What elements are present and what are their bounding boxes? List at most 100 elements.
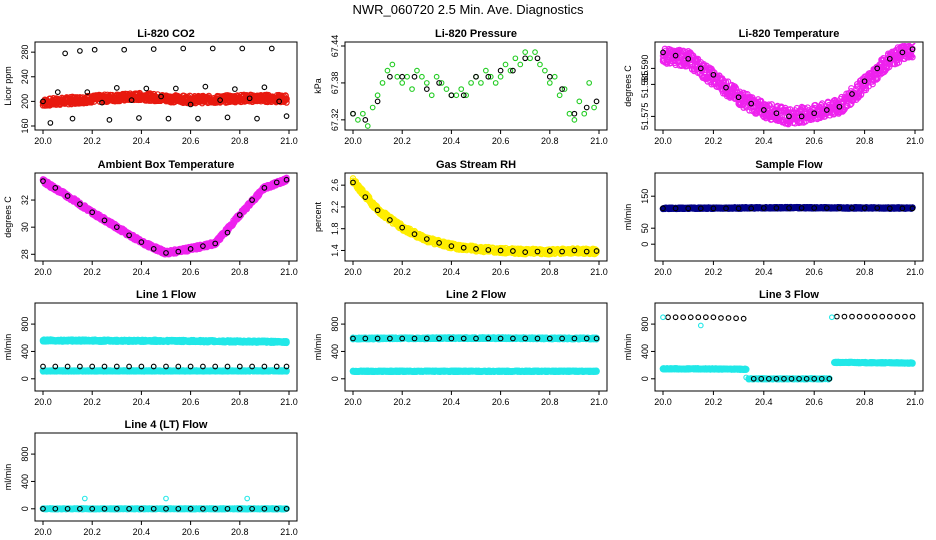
data-point: [172, 85, 179, 92]
data-point: [760, 205, 767, 211]
x-tick-label: 21.0: [590, 136, 608, 146]
data-point: [507, 67, 514, 74]
y-tick-label: 67.38: [330, 72, 340, 95]
data-point: [419, 73, 425, 80]
data-point: [697, 65, 704, 72]
chart-title: Li-820 CO2: [137, 28, 194, 40]
data-point: [283, 99, 290, 106]
data-point: [448, 243, 455, 249]
data-point: [559, 248, 565, 255]
data-point: [283, 176, 290, 183]
data-point: [909, 53, 916, 61]
data-point: [798, 113, 805, 120]
data-point: [187, 246, 194, 252]
data-point: [128, 97, 135, 104]
y-tick-label: 30: [20, 222, 30, 232]
data-point: [411, 231, 418, 237]
x-tick-label: 20.0: [34, 136, 52, 146]
data-point: [556, 92, 563, 99]
y-tick-label: 1.4: [330, 244, 340, 257]
data-point: [724, 78, 732, 85]
data-point: [748, 100, 755, 107]
data-point: [571, 247, 578, 254]
data-point: [399, 80, 406, 86]
data-point: [592, 250, 599, 257]
data-point: [823, 205, 830, 211]
data-point: [106, 116, 113, 123]
data-point: [522, 55, 529, 62]
x-tick-label: 20.4: [443, 136, 461, 146]
data-point: [546, 248, 553, 254]
data-point: [143, 85, 150, 92]
data-point: [583, 104, 590, 111]
y-tick-label: 51.575: [640, 103, 650, 131]
y-tick-label: 51.585: [640, 71, 650, 99]
data-point: [254, 115, 260, 122]
data-point: [546, 73, 553, 80]
x-tick-label: 20.4: [443, 267, 461, 277]
data-point: [697, 205, 704, 212]
data-point: [586, 80, 593, 86]
data-point: [522, 249, 529, 255]
plot-area: [659, 43, 916, 128]
data-point: [423, 80, 430, 86]
plot-area: [350, 49, 600, 129]
x-tick-label: 20.6: [492, 267, 510, 277]
data-point: [150, 46, 157, 52]
x-tick-label: 20.4: [133, 397, 151, 407]
data-point: [40, 178, 46, 184]
x-tick-label: 20.4: [755, 136, 773, 146]
data-point: [374, 98, 381, 105]
y-tick-label: 400: [20, 344, 30, 359]
data-point: [566, 110, 573, 117]
data-point: [909, 46, 916, 53]
data-point: [359, 110, 366, 117]
data-point: [485, 247, 492, 253]
data-point: [886, 55, 893, 62]
plot-area: [39, 336, 290, 375]
data-point: [534, 248, 541, 255]
data-point: [436, 80, 442, 86]
data-point: [355, 116, 361, 123]
data-point: [823, 107, 830, 113]
data-point: [731, 83, 739, 90]
data-point: [583, 248, 590, 255]
x-tick-label: 20.2: [83, 397, 101, 407]
data-point: [387, 217, 393, 223]
chart-title: Li-820 Pressure: [435, 28, 517, 40]
data-point: [561, 86, 568, 92]
data-point: [497, 247, 504, 254]
data-point: [246, 95, 253, 102]
data-point: [463, 92, 470, 99]
y-axis-label: ml/min: [3, 334, 13, 361]
data-point: [409, 86, 415, 92]
data-point: [195, 115, 201, 122]
x-tick-label: 20.6: [805, 267, 823, 277]
data-point: [482, 67, 489, 74]
y-tick-label: 1.8: [330, 222, 340, 235]
y-axis-label: kPa: [313, 78, 323, 94]
data-point: [723, 205, 729, 212]
y-axis-label: degrees C: [3, 196, 13, 238]
x-tick-label: 20.6: [182, 267, 200, 277]
data-point: [54, 89, 61, 96]
data-point: [861, 205, 868, 211]
x-tick-label: 20.2: [705, 267, 723, 277]
y-tick-label: 51.590: [640, 55, 650, 83]
y-tick-label: 150: [640, 189, 650, 204]
data-point: [591, 104, 597, 111]
data-point: [773, 110, 780, 117]
data-point: [224, 114, 231, 121]
data-point: [546, 80, 553, 86]
data-point: [232, 86, 238, 92]
data-point: [786, 113, 792, 120]
data-point: [517, 61, 524, 68]
data-point: [404, 73, 410, 80]
data-point: [40, 98, 46, 105]
data-point: [571, 116, 578, 123]
x-tick-label: 20.2: [393, 136, 411, 146]
y-axis-label: Licor ppm: [3, 66, 13, 106]
